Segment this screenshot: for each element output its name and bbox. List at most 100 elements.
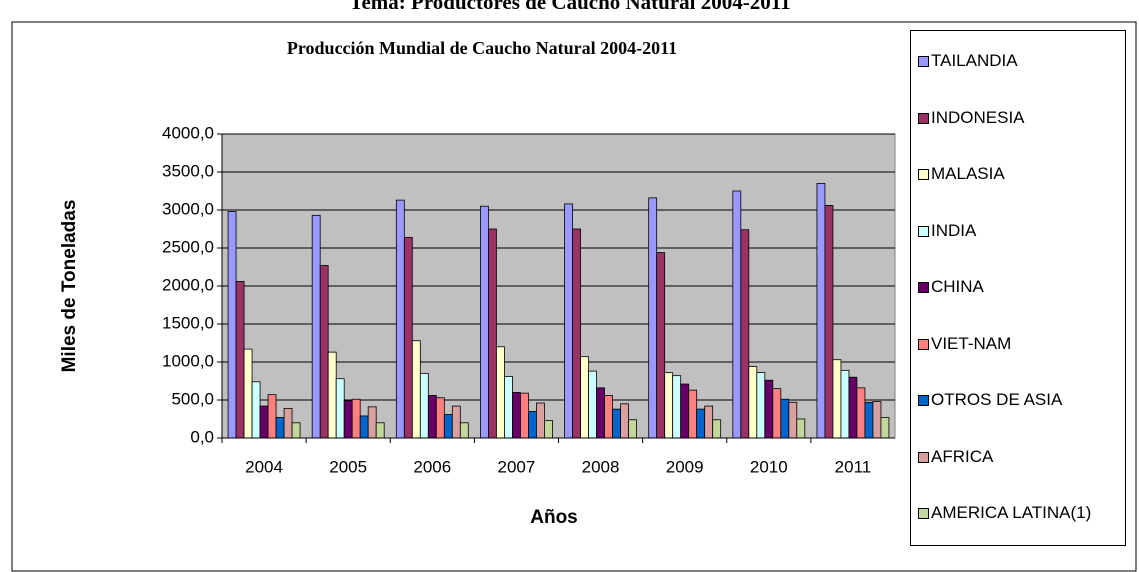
bar (227, 211, 237, 439)
chart-title: Producción Mundial de Caucho Natural 200… (287, 38, 677, 58)
bar (864, 401, 874, 439)
bar (648, 197, 658, 439)
bar (451, 405, 461, 439)
bar (580, 356, 589, 439)
bar (520, 392, 529, 439)
bar (528, 410, 537, 439)
bar (375, 422, 385, 439)
bar (351, 398, 361, 439)
x-tick-label: 2008 (582, 457, 620, 476)
x-tick-label: 2006 (413, 457, 451, 476)
bar (856, 387, 866, 439)
bar (688, 389, 698, 439)
bar (311, 214, 321, 439)
y-tick-label: 1500,0 (162, 313, 214, 332)
bar (628, 419, 637, 439)
bar (435, 397, 445, 439)
y-tick-label: 500,0 (171, 389, 214, 408)
legend-swatch (918, 282, 929, 293)
bar (788, 401, 798, 439)
bar (504, 376, 513, 439)
legend-swatch (918, 169, 929, 180)
legend-label: TAILANDIA (931, 51, 1018, 70)
bar (544, 420, 553, 439)
bar (243, 348, 253, 439)
legend-item: INDONESIA (917, 108, 1122, 128)
bar (291, 422, 301, 439)
bar (696, 408, 706, 439)
bar (359, 415, 369, 439)
y-tick-label: 0,0 (190, 427, 214, 446)
legend-swatch (918, 451, 929, 463)
bar (772, 388, 782, 439)
bar (620, 403, 629, 439)
y-tick-label: 3000,0 (162, 199, 214, 218)
legend-item: INDIA (917, 221, 1122, 241)
bar (612, 408, 621, 439)
bar (496, 346, 505, 439)
bar (235, 281, 245, 439)
bar (816, 182, 826, 439)
bar (343, 400, 353, 439)
y-tick-label: 2500,0 (162, 237, 214, 256)
bar (664, 372, 674, 439)
bar (411, 340, 421, 439)
bar (604, 395, 613, 439)
bar (748, 366, 758, 439)
legend-item: AFRICA (917, 447, 1122, 467)
bar (572, 228, 581, 439)
bar (712, 419, 722, 439)
bar (656, 252, 666, 439)
legend-label: MALASIA (931, 164, 1005, 183)
bar (588, 370, 597, 439)
legend-label: OTROS DE ASIA (931, 390, 1063, 409)
y-tick-label: 3500,0 (162, 161, 214, 180)
x-tick-label: 2009 (666, 457, 704, 476)
legend-swatch (918, 508, 929, 519)
bar (536, 402, 545, 439)
legend-item: OTROS DE ASIA (917, 390, 1122, 410)
legend-label: AMERICA LATINA(1) (931, 503, 1092, 522)
y-tick-label: 2000,0 (162, 275, 214, 294)
bar (680, 383, 690, 439)
legend-swatch (918, 395, 929, 406)
bar (267, 394, 277, 439)
legend-swatch (918, 225, 929, 237)
bar (403, 236, 413, 439)
bar (459, 422, 469, 439)
x-tick-label: 2005 (329, 457, 367, 476)
legend-label: CHINA (931, 277, 984, 296)
page-title: Tema: Productores de Caucho Natural 2004… (349, 0, 790, 14)
bar (756, 372, 766, 439)
legend-label: VIET-NAM (931, 333, 1012, 353)
legend-swatch (918, 56, 929, 67)
bar (840, 369, 850, 439)
y-tick-label: 4000,0 (162, 123, 214, 142)
bar (427, 395, 437, 439)
bar (672, 375, 682, 439)
legend-item: AMERICA LATINA(1) (917, 503, 1122, 523)
bar (319, 265, 329, 439)
legend-item: TAILANDIA (917, 51, 1122, 71)
bar (596, 387, 605, 439)
bar (419, 372, 429, 439)
bar (512, 391, 521, 439)
x-tick-label: 2010 (750, 457, 788, 476)
legend-item: CHINA (917, 277, 1122, 297)
bar (832, 359, 842, 439)
legend-item: VIET-NAM (917, 334, 1122, 354)
bar (880, 417, 890, 439)
bar (796, 418, 806, 439)
bar (259, 405, 269, 439)
bar (764, 379, 774, 439)
bar (443, 414, 453, 439)
legend-swatch (918, 338, 929, 350)
legend-swatch (918, 112, 929, 124)
legend: TAILANDIA INDONESIA MALASIA INDIA CHINA VIET-… (910, 30, 1126, 546)
bar (704, 405, 714, 439)
legend-label: INDIA (931, 220, 977, 240)
bar (283, 407, 293, 439)
x-tick-label: 2011 (835, 457, 872, 476)
y-axis-label: Miles de Toneladas (59, 200, 80, 373)
